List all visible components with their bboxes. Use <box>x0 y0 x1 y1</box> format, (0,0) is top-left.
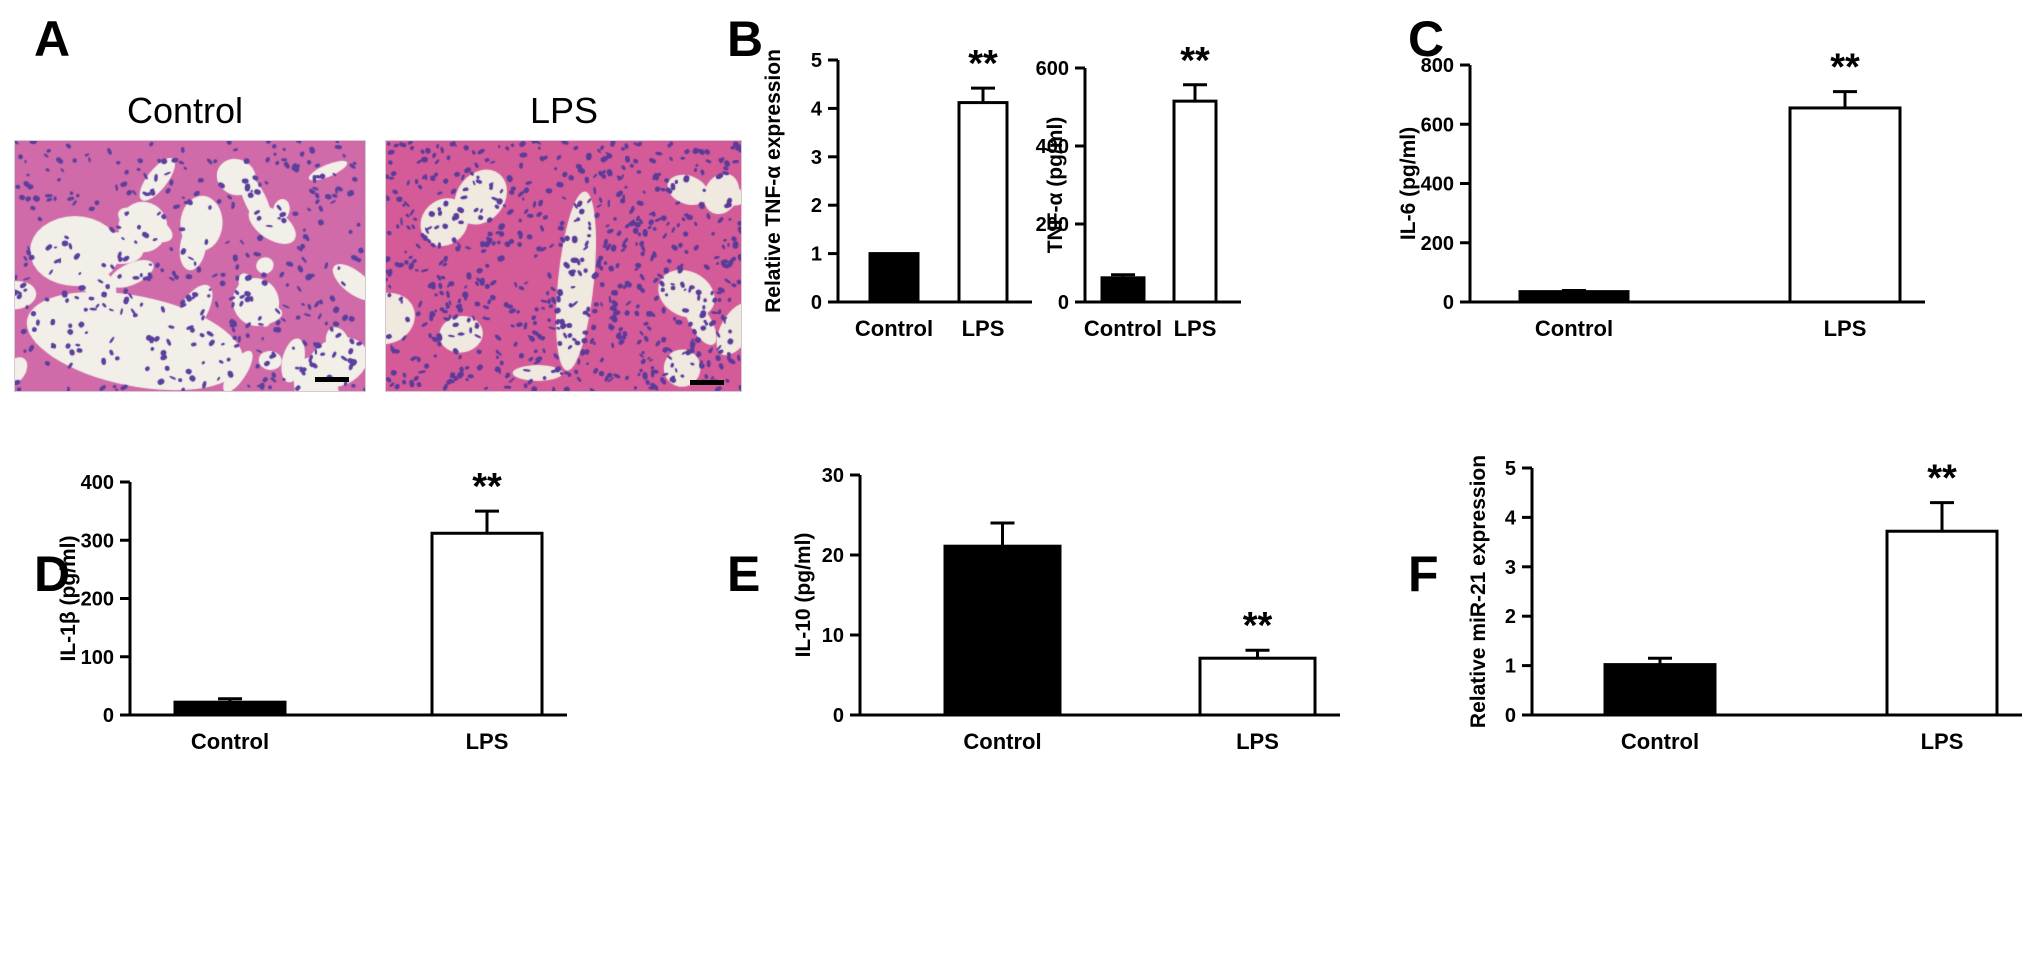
y-tick-label: 2 <box>1505 606 1516 628</box>
scale-bar-control <box>315 377 349 382</box>
x-category-label: Control <box>855 316 933 341</box>
y-tick-label: 600 <box>1036 58 1069 80</box>
micrograph-lps <box>385 140 742 392</box>
y-tick-label: 5 <box>811 50 822 72</box>
y-tick-label: 4 <box>811 98 823 120</box>
bar-control <box>943 544 1062 717</box>
bar-control <box>868 252 920 304</box>
y-tick-label: 200 <box>81 589 114 611</box>
significance-marker: ** <box>1243 605 1273 647</box>
significance-marker: ** <box>968 43 998 85</box>
significance-marker: ** <box>1180 40 1210 82</box>
y-axis-label: Relative miR-21 expression <box>1467 455 1490 728</box>
chart-c: 0 200 400 600 800 IL-6 (pg/ml) Control ** LPS <box>1397 47 1925 341</box>
x-category-label: LPS <box>1824 316 1867 341</box>
y-tick-label: 0 <box>833 705 844 727</box>
bar-control <box>173 700 287 717</box>
x-category-label: LPS <box>1236 729 1279 754</box>
significance-marker: ** <box>472 466 502 508</box>
x-category-label: LPS <box>466 729 509 754</box>
y-tick-label: 0 <box>1058 292 1069 314</box>
y-tick-label: 10 <box>822 625 844 647</box>
panel-letter-f: F <box>1408 546 1439 602</box>
panel-letter-c: C <box>1408 11 1445 67</box>
y-tick-label: 400 <box>1421 174 1454 196</box>
significance-marker: ** <box>1830 47 1860 89</box>
x-category-label: Control <box>1084 316 1162 341</box>
x-category-label: Control <box>1621 729 1699 754</box>
x-category-label: LPS <box>962 316 1005 341</box>
bar-control <box>1100 276 1146 304</box>
y-axis-label: IL-1β (pg/ml) <box>57 536 80 662</box>
x-category-label: Control <box>963 729 1041 754</box>
micrograph-control <box>14 140 366 392</box>
y-axis-label: IL-6 (pg/ml) <box>1397 127 1420 240</box>
panel-letter-d: D <box>34 546 71 602</box>
bar-control <box>1518 290 1630 304</box>
y-tick-label: 1 <box>1505 656 1516 678</box>
bar-lps <box>430 531 544 717</box>
y-tick-label: 300 <box>81 530 114 552</box>
bar-lps <box>957 101 1009 304</box>
significance-marker: ** <box>1927 458 1957 500</box>
y-axis-label: IL-10 (pg/ml) <box>792 533 815 658</box>
panel-letter-b: B <box>727 11 764 67</box>
chart-e: 0 10 20 30 IL-10 (pg/ml) Control ** LPS <box>792 465 1340 754</box>
y-tick-label: 0 <box>1505 705 1516 727</box>
micrograph-label-lps: LPS <box>530 90 599 131</box>
bar-lps <box>1788 106 1902 304</box>
scale-bar-lps <box>690 380 724 385</box>
x-category-label: Control <box>1535 316 1613 341</box>
y-tick-label: 0 <box>1443 292 1454 314</box>
y-tick-label: 20 <box>822 545 844 567</box>
y-tick-label: 5 <box>1505 458 1516 480</box>
y-tick-label: 800 <box>1421 55 1454 77</box>
y-tick-label: 1 <box>811 244 822 266</box>
chart-f: 0 1 2 3 4 5 Relative miR-21 expression Control *… <box>1467 455 2022 754</box>
chart-d: 0 100 200 300 400 IL-1β (pg/ml) Control ** LPS <box>57 466 567 754</box>
y-tick-label: 400 <box>81 472 114 494</box>
chart-b2: 0 200 400 600 TNF-α (pg/ml) Control ** LPS <box>1036 40 1241 341</box>
y-tick-label: 3 <box>811 147 822 169</box>
bar-lps <box>1172 99 1218 304</box>
x-category-label: Control <box>191 729 269 754</box>
x-category-label: LPS <box>1921 729 1964 754</box>
y-tick-label: 2 <box>811 195 822 217</box>
y-tick-label: 200 <box>1421 233 1454 255</box>
x-category-label: LPS <box>1174 316 1217 341</box>
y-axis-label: Relative TNF-α expression <box>762 49 785 313</box>
bar-lps <box>1198 656 1317 717</box>
y-tick-label: 200 <box>1036 214 1069 236</box>
bar-control <box>1603 663 1717 717</box>
panel-letter-a: A <box>34 11 71 67</box>
y-tick-label: 100 <box>81 647 114 669</box>
y-tick-label: 600 <box>1421 114 1454 136</box>
y-tick-label: 400 <box>1036 136 1069 158</box>
y-axis-label: TNF-α (pg/ml) <box>1044 117 1067 254</box>
micrograph-label-control: Control <box>127 90 244 131</box>
y-tick-label: 4 <box>1505 507 1517 529</box>
bar-lps <box>1885 529 1999 717</box>
y-tick-label: 0 <box>103 705 114 727</box>
panel-letter-e: E <box>727 546 761 602</box>
y-tick-label: 30 <box>822 465 844 487</box>
chart-b1: 0 1 2 3 4 5 Relative TNF-α expression Control **… <box>762 43 1032 341</box>
y-tick-label: 3 <box>1505 557 1516 579</box>
y-tick-label: 0 <box>811 292 822 314</box>
